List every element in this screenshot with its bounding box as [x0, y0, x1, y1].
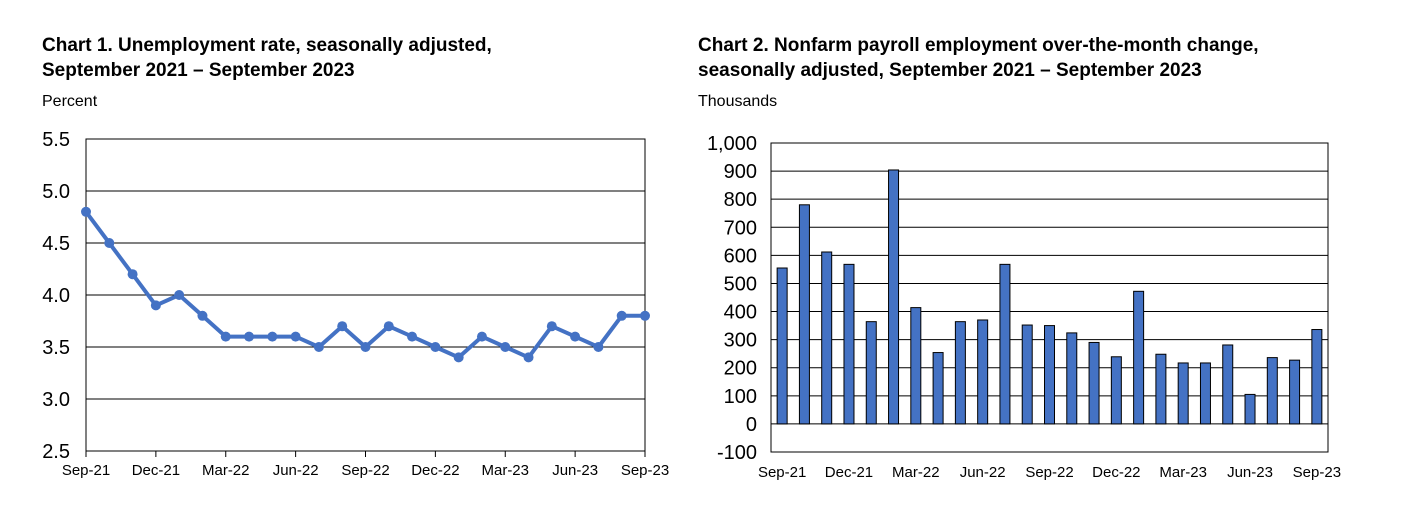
chart2-y-tick-label: 100 [724, 386, 757, 408]
chart2-bar [1244, 393, 1256, 425]
chart2-bar [1266, 357, 1278, 425]
chart2-bar [1110, 356, 1122, 425]
chart2-title-line-1: Chart 2. Nonfarm payroll employment over… [698, 35, 1259, 56]
chart2-y-tick-label: 700 [724, 217, 757, 239]
chart1-data-point [127, 269, 138, 280]
chart2-y-unit-label: Thousands [698, 93, 778, 110]
chart1-data-point [476, 331, 487, 342]
chart2-bar [954, 321, 966, 425]
chart2-y-tick-label: 900 [724, 161, 757, 183]
chart2-x-tick-label: Mar-23 [1159, 464, 1207, 481]
chart2-bar [999, 263, 1011, 425]
chart1-data-point [360, 342, 371, 352]
chart2-x-tick-label: Dec-21 [825, 464, 873, 481]
chart1-data-point [104, 238, 115, 248]
chart2-bar [1155, 353, 1167, 425]
chart1-data-point [453, 352, 464, 363]
chart1-data-point [546, 321, 557, 332]
chart2-bar [1311, 329, 1323, 425]
chart2-bar [865, 321, 877, 425]
chart1-data-point [337, 321, 348, 332]
chart2-bar [910, 307, 922, 425]
chart2-y-tick-label: 0 [746, 414, 757, 436]
chart1-data-point [81, 206, 91, 217]
chart1-x-tick-label: Sep-22 [341, 462, 389, 479]
chart2-bar [1066, 332, 1078, 425]
chart1-data-point [616, 310, 627, 321]
chart2-y-tick-label: 200 [724, 358, 757, 380]
chart1-data-point [220, 331, 231, 342]
chart2-bar [1021, 324, 1033, 425]
chart1-data-point [523, 352, 534, 363]
chart2-bar [821, 251, 833, 425]
chart1-x-tick-label: Dec-21 [132, 462, 180, 479]
chart1-x-tick-label: Jun-23 [552, 462, 598, 479]
chart2-y-tick-label: 1,000 [707, 133, 757, 155]
chart2-y-tick-label: 300 [724, 330, 757, 352]
chart1-data-point [150, 300, 161, 311]
chart2-bar [1222, 344, 1234, 425]
chart1-data-point [593, 342, 604, 352]
chart2-x-tick-label: Mar-22 [892, 464, 940, 481]
chart2-x-tick-label: Sep-22 [1025, 464, 1073, 481]
chart2-bar [932, 352, 944, 425]
chart2-x-tick-label: Jun-22 [960, 464, 1006, 481]
chart1-data-point [407, 331, 418, 342]
chart1-data-point [313, 342, 324, 352]
chart1-title: Chart 1. Unemployment rate, seasonally a… [42, 33, 492, 83]
chart2-y-tick-label: -100 [717, 442, 757, 464]
chart2-y-tick-label: 600 [724, 245, 757, 267]
chart1-y-tick-label: 4.0 [42, 285, 70, 307]
chart1-x-tick-label: Mar-22 [202, 462, 250, 479]
chart1-y-tick-label: 3.0 [42, 389, 70, 411]
chart2-bar [1044, 325, 1055, 425]
chart1-data-point [640, 310, 650, 321]
chart2-bar [1088, 341, 1100, 425]
chart2-y-tick-label: 500 [724, 273, 757, 295]
chart2-bar [798, 204, 810, 425]
chart2-x-tick-label: Sep-21 [758, 464, 806, 481]
chart2-x-tick-label: Dec-22 [1092, 464, 1140, 481]
chart1-data-point [570, 331, 581, 342]
chart1-y-tick-label: 5.0 [42, 181, 70, 203]
chart1-x-tick-label: Sep-23 [621, 462, 669, 479]
chart2-bar [1177, 362, 1189, 425]
chart1-data-point [174, 290, 185, 300]
chart2-title-line-2: seasonally adjusted, September 2021 – Se… [698, 60, 1202, 81]
chart2-bar [1133, 290, 1145, 425]
chart1-data-point [383, 321, 394, 332]
chart1-data-point [290, 331, 301, 342]
chart2-y-tick-label: 800 [724, 189, 757, 211]
chart1-x-tick-label: Dec-22 [411, 462, 459, 479]
chart2-title: Chart 2. Nonfarm payroll employment over… [698, 33, 1259, 83]
chart1-data-point [500, 342, 511, 352]
chart2-bar [1199, 362, 1211, 425]
chart1-data-point [244, 331, 255, 342]
chart1-y-unit-label: Percent [42, 93, 98, 110]
chart2-bar [776, 267, 788, 425]
chart2-y-tick-label: 400 [724, 302, 757, 324]
chart1-y-tick-label: 4.5 [42, 233, 70, 255]
chart1-data-point [197, 310, 208, 321]
chart2-x-tick-label: Jun-23 [1227, 464, 1273, 481]
chart1-y-tick-label: 2.5 [42, 441, 70, 463]
chart1-data-point [267, 331, 278, 342]
chart1-x-tick-label: Jun-22 [273, 462, 319, 479]
chart1-data-point [430, 342, 441, 352]
chart2-plot-frame [770, 142, 1329, 453]
chart1-title-line-2: September 2021 – September 2023 [42, 60, 355, 81]
chart1-y-tick-label: 5.5 [42, 129, 70, 151]
chart1-x-tick-label: Sep-21 [62, 462, 110, 479]
chart2-x-tick-label: Sep-23 [1293, 464, 1341, 481]
chart1-x-tick-label: Mar-23 [481, 462, 529, 479]
chart1-y-tick-label: 3.5 [42, 337, 70, 359]
chart1-title-line-1: Chart 1. Unemployment rate, seasonally a… [42, 35, 492, 56]
chart2-bar [843, 263, 855, 425]
chart2-bar [977, 319, 989, 425]
chart2-bar [1289, 359, 1301, 425]
chart2-bar [888, 169, 900, 425]
